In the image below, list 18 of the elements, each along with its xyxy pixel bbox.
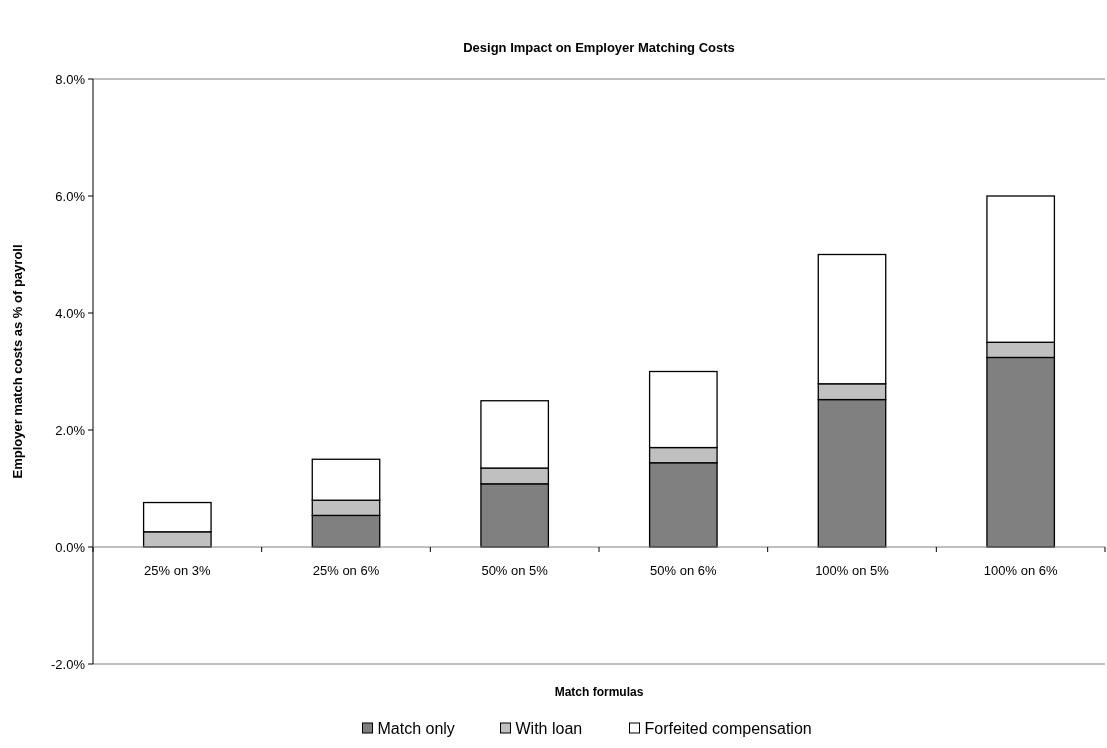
y-tick-label: 2.0% <box>55 422 86 438</box>
x-axis-title: Match formulas <box>554 685 644 699</box>
chart-title: Design Impact on Employer Matching Costs <box>463 40 735 55</box>
y-tick-label: -2.0% <box>51 656 86 672</box>
y-axis-title: Employer match costs as % of payroll <box>10 244 25 479</box>
y-tick-label: 4.0% <box>55 305 86 321</box>
x-tick-label: 25% on 6% <box>312 563 380 578</box>
legend-label: Match only <box>377 720 455 737</box>
x-tick-label: 25% on 3% <box>144 563 212 578</box>
x-tick-label: 100% on 5% <box>815 563 890 578</box>
x-tick-label: 50% on 6% <box>650 563 718 578</box>
legend-label: Forfeited compensation <box>644 720 812 737</box>
y-tick-label: 8.0% <box>55 71 86 87</box>
x-tick-label: 100% on 6% <box>983 563 1058 578</box>
y-tick-label: 0.0% <box>55 539 86 555</box>
legend-label: With loan <box>515 720 583 737</box>
y-tick-label: 6.0% <box>55 188 86 204</box>
x-tick-label: 50% on 5% <box>481 563 549 578</box>
